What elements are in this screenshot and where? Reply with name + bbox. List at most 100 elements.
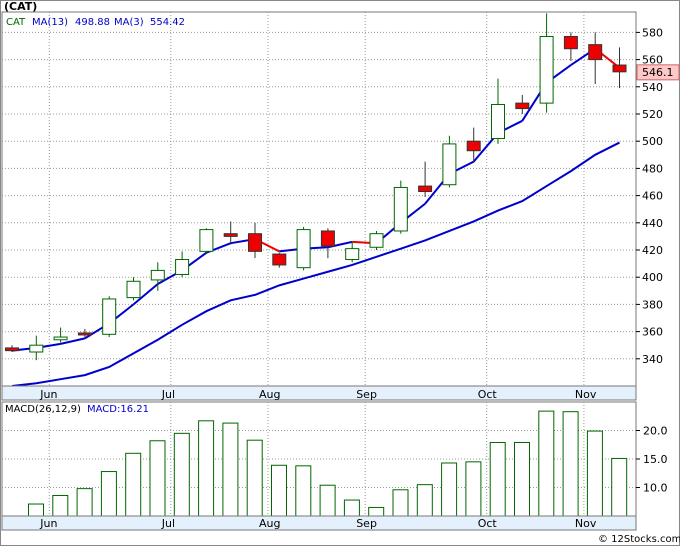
price-tick-label: 500 <box>642 135 663 148</box>
macd-bar <box>52 494 69 517</box>
last-price-tag <box>636 64 680 81</box>
macd-month-label: Sep <box>356 517 377 530</box>
macd-bar <box>295 465 312 517</box>
macd-bar <box>319 484 336 517</box>
macd-month-label: Jul <box>161 517 175 530</box>
candle-body <box>345 248 360 261</box>
chart-title: (CAT) <box>4 0 37 13</box>
macd-label: MACD(26,12,9) <box>5 404 81 415</box>
price-month-label: Jul <box>161 388 175 401</box>
ma13-line <box>11 141 620 387</box>
macd-bar <box>562 411 579 517</box>
candle-body <box>272 253 287 266</box>
candle-down <box>418 161 433 197</box>
macd-tick-label: 20.0 <box>643 425 668 438</box>
macd-bars <box>28 410 628 517</box>
candle-body <box>102 298 117 335</box>
candle-body <box>126 280 141 299</box>
candle-body <box>393 186 408 232</box>
candle-body <box>515 102 530 110</box>
price-tick-label: 440 <box>642 217 663 230</box>
candle-down <box>588 32 603 85</box>
macd-bar <box>222 422 239 517</box>
candle-up <box>345 241 360 263</box>
price-tick-label: 420 <box>642 244 663 257</box>
candle-down <box>5 345 19 352</box>
candle-body <box>53 336 68 341</box>
candle-up <box>102 296 117 338</box>
candle-up <box>393 180 408 234</box>
price-month-label: Nov <box>575 388 597 401</box>
macd-bar <box>125 452 142 517</box>
candle-up <box>199 228 214 255</box>
price-month-labels: Jun Jul Aug Sep Oct Nov <box>39 388 597 401</box>
candle-body <box>199 229 214 252</box>
candle-body <box>563 35 578 50</box>
macd-x-axis-band <box>1 515 637 531</box>
macd-bar <box>368 506 385 517</box>
legend-ma13-label: MA(13) <box>32 17 68 28</box>
candle-body <box>491 103 505 139</box>
macd-bar <box>514 441 530 517</box>
candle-body <box>369 233 384 248</box>
price-tick-label: 360 <box>642 326 663 339</box>
candle-down <box>515 94 530 114</box>
candle-up <box>126 277 141 301</box>
macd-bar <box>392 489 409 517</box>
price-tick-label: 580 <box>642 26 663 39</box>
candle-body <box>29 344 44 353</box>
candle-body <box>466 140 481 152</box>
candle-up <box>491 78 505 144</box>
candle-body <box>175 259 190 275</box>
ma13-group <box>11 141 620 387</box>
macd-month-label: Oct <box>478 517 498 530</box>
candle-up <box>539 13 554 113</box>
macd-bar <box>100 471 117 517</box>
macd-bar <box>611 457 628 517</box>
candle-down <box>77 328 92 338</box>
candle-body <box>320 230 335 247</box>
macd-month-label: Jun <box>39 517 57 530</box>
candle-body <box>539 35 554 104</box>
macd-y-ticks: 10.0 15.0 20.0 <box>636 425 668 495</box>
candle-body <box>612 64 627 73</box>
price-tick-label: 380 <box>642 298 663 311</box>
candle-up <box>442 135 457 188</box>
candle-body <box>442 143 457 186</box>
credit: © 12Stocks.com <box>598 534 680 545</box>
macd-bar <box>198 420 215 517</box>
candle-down <box>466 127 481 163</box>
macd-value: MACD:16.21 <box>87 404 149 415</box>
price-tick-label: 520 <box>642 108 663 121</box>
macd-bar <box>28 503 44 517</box>
candle-body <box>248 233 262 252</box>
legend-ma3-value: 554.42 <box>150 17 185 28</box>
candle-up <box>175 251 190 278</box>
candle-down <box>272 252 287 268</box>
candle-body <box>77 332 92 336</box>
candle-body <box>150 269 165 281</box>
macd-bar <box>149 440 166 517</box>
ma3-segment <box>60 337 86 345</box>
last-price-label: 546.1 <box>642 66 674 79</box>
macd-bar <box>586 430 603 517</box>
price-tick-label: 400 <box>642 271 663 284</box>
candle-body <box>588 44 603 61</box>
price-x-axis-band <box>1 385 637 401</box>
candle-up <box>29 335 44 361</box>
candle-down <box>248 222 262 259</box>
price-month-label: Oct <box>478 388 498 401</box>
price-month-label: Aug <box>259 388 280 401</box>
macd-bar <box>465 461 482 517</box>
candle-up <box>150 262 165 291</box>
price-month-label: Jun <box>39 388 57 401</box>
macd-bar <box>76 488 93 517</box>
macd-month-labels: Jun Jul Aug Sep Oct Nov <box>39 517 597 530</box>
legend-ma3-label: MA(3) <box>114 17 144 28</box>
candle-body <box>418 185 433 193</box>
price-tick-label: 340 <box>642 353 663 366</box>
macd-bar <box>271 464 287 517</box>
legend-ma13-value: 498.88 <box>75 17 110 28</box>
